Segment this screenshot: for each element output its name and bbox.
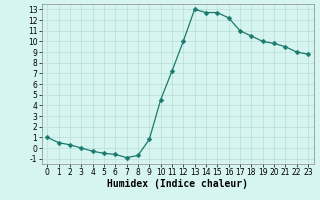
X-axis label: Humidex (Indice chaleur): Humidex (Indice chaleur)	[107, 179, 248, 189]
